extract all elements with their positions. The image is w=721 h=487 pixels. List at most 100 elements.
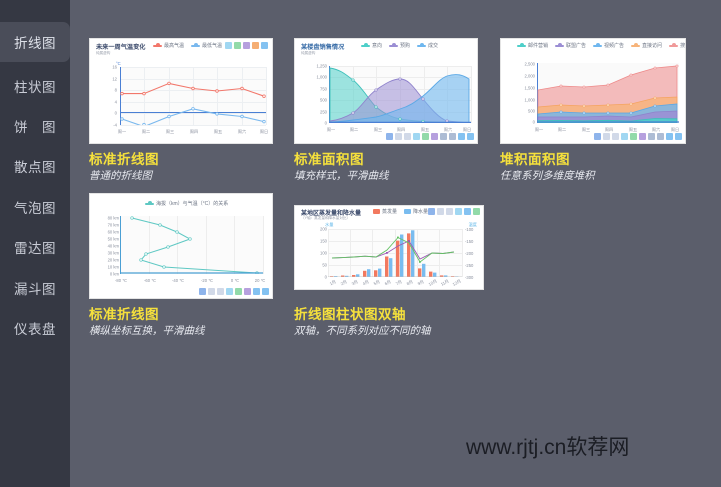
y-tick-right: -150 (465, 239, 474, 244)
sidebar-item-pie-chart[interactable]: 饼 图 (0, 106, 70, 146)
save-image-icon[interactable] (675, 133, 682, 140)
legend-swatch-icon (373, 209, 380, 214)
chart-card-swapped-line[interactable]: 海拔（km）与气温（°C）的关系 80 km 70 km 60 (89, 193, 273, 299)
legend-item[interactable]: 预购 (389, 42, 410, 49)
sidebar-item-radar-chart[interactable]: 雷达图 (0, 227, 70, 267)
save-image-icon[interactable] (261, 42, 268, 49)
data-view-icon[interactable] (226, 288, 233, 295)
chart-toolbox[interactable] (594, 133, 682, 140)
legend-label: 蒸发量 (382, 209, 398, 215)
data-view-icon[interactable] (455, 208, 462, 215)
sidebar-item-bubble-chart[interactable]: 气泡图 (0, 187, 70, 227)
x-tick: 5月 (372, 278, 381, 287)
legend-swatch-icon (593, 43, 603, 47)
chart-legend[interactable]: 海拔（km）与气温（°C）的关系 (145, 200, 228, 207)
sidebar-item-line-chart[interactable]: 折线图 (0, 22, 70, 62)
x-tick: 周四 (189, 129, 199, 134)
x-tick: 周二 (349, 127, 359, 132)
tiled-icon[interactable] (449, 133, 456, 140)
legend-swatch-icon (417, 43, 427, 47)
legend-item[interactable]: 邮件营销 (517, 42, 548, 49)
bar-chart-icon[interactable] (244, 288, 251, 295)
save-image-icon[interactable] (467, 133, 474, 140)
chart-legend[interactable]: 意向 预购 成交 (361, 42, 438, 49)
tiled-icon[interactable] (657, 133, 664, 140)
legend-label: 预购 (400, 43, 411, 49)
chart-toolbox[interactable] (428, 208, 480, 215)
brush-icon[interactable] (594, 133, 601, 140)
sidebar-item-label: 折线图 (14, 36, 56, 51)
line-chart-icon[interactable] (234, 42, 241, 49)
restore-icon[interactable] (252, 42, 259, 49)
save-image-icon[interactable] (262, 288, 269, 295)
chart-card-stacked-area[interactable]: 邮件营销 联盟广告 视频广告 直接访问 搜索引擎 (500, 38, 686, 144)
data-view-icon[interactable] (621, 133, 628, 140)
legend-item[interactable]: 蒸发量 (373, 208, 397, 215)
legend-item[interactable]: 最低气温 (191, 42, 222, 49)
pencil-icon[interactable] (395, 133, 402, 140)
save-image-icon[interactable] (473, 208, 480, 215)
bar-chart-icon[interactable] (243, 42, 250, 49)
x-tick: 周六 (651, 127, 661, 132)
sidebar-item-gauge-chart[interactable]: 仪表盘 (0, 308, 70, 348)
chart-toolbox[interactable] (225, 42, 268, 49)
brush-icon[interactable] (428, 208, 435, 215)
stack-icon[interactable] (648, 133, 655, 140)
x-tick: 6月 (383, 278, 392, 287)
chart-legend[interactable]: 邮件营销 联盟广告 视频广告 直接访问 搜索引擎 (517, 42, 685, 49)
clear-icon[interactable] (404, 133, 411, 140)
restore-icon[interactable] (464, 208, 471, 215)
legend-item[interactable]: 最高气温 (153, 42, 184, 49)
data-view-icon[interactable] (413, 133, 420, 140)
clear-icon[interactable] (612, 133, 619, 140)
pencil-icon[interactable] (437, 208, 444, 215)
brush-icon[interactable] (386, 133, 393, 140)
legend-item[interactable]: 联盟广告 (555, 42, 586, 49)
x-tick: 周五 (628, 127, 638, 132)
legend-item[interactable]: 成交 (417, 42, 438, 49)
legend-swatch-icon (669, 43, 679, 47)
chart-card-dual-axis[interactable]: 某地区蒸发量和降水量 （Y轴：蒸发量和降水量对比） 蒸发量 降水量 水量 温度 (294, 205, 484, 290)
pencil-icon[interactable] (208, 288, 215, 295)
chart-toolbox[interactable] (386, 133, 474, 140)
chart-card-standard-line[interactable]: 未来一周气温变化 纯属虚构 最高气温 最低气温 (89, 38, 273, 144)
stack-icon[interactable] (440, 133, 447, 140)
legend-swatch-icon (191, 43, 201, 47)
x-tick: 周一 (117, 129, 127, 134)
line-chart-icon[interactable] (422, 133, 429, 140)
y-axis-left-label: 水量 (325, 222, 334, 227)
brush-icon[interactable] (199, 288, 206, 295)
legend-label: 最低气温 (202, 43, 223, 49)
clear-icon[interactable] (446, 208, 453, 215)
pencil-icon[interactable] (603, 133, 610, 140)
x-tick: 周五 (213, 129, 223, 134)
y-tick: 12 (112, 76, 117, 82)
y-tick-left: 200 (320, 226, 327, 232)
legend-item[interactable]: 直接访问 (631, 42, 662, 49)
clear-icon[interactable] (217, 288, 224, 295)
restore-icon[interactable] (458, 133, 465, 140)
sidebar-item-scatter-chart[interactable]: 散点图 (0, 146, 70, 186)
legend-item[interactable]: 海拔（km）与气温（°C）的关系 (145, 200, 228, 207)
bar-chart-icon[interactable] (639, 133, 646, 140)
line-chart-icon[interactable] (630, 133, 637, 140)
x-tick: 20 ℃ (254, 278, 266, 283)
legend-item[interactable]: 视频广告 (593, 42, 624, 49)
legend-item[interactable]: 降水量 (404, 208, 428, 215)
legend-label: 视频广告 (604, 43, 625, 49)
data-view-icon[interactable] (225, 42, 232, 49)
watermark-text: www.rjtj.cn软荐网 (466, 436, 630, 459)
legend-item[interactable]: 意向 (361, 42, 382, 49)
chart-legend[interactable]: 最高气温 最低气温 (153, 42, 222, 49)
restore-icon[interactable] (253, 288, 260, 295)
sidebar-item-funnel-chart[interactable]: 漏斗图 (0, 268, 70, 308)
chart-legend[interactable]: 蒸发量 降水量 (373, 208, 428, 215)
y-tick: 2,500 (524, 61, 535, 67)
chart-toolbox[interactable] (199, 288, 269, 295)
line-chart-icon[interactable] (235, 288, 242, 295)
sidebar-item-bar-chart[interactable]: 柱状图 (0, 66, 70, 106)
restore-icon[interactable] (666, 133, 673, 140)
chart-card-standard-area[interactable]: 某楼盘销售情况 纯属虚构 意向 预购 成交 (294, 38, 478, 144)
bar-chart-icon[interactable] (431, 133, 438, 140)
legend-item[interactable]: 搜索引擎 (669, 42, 685, 49)
